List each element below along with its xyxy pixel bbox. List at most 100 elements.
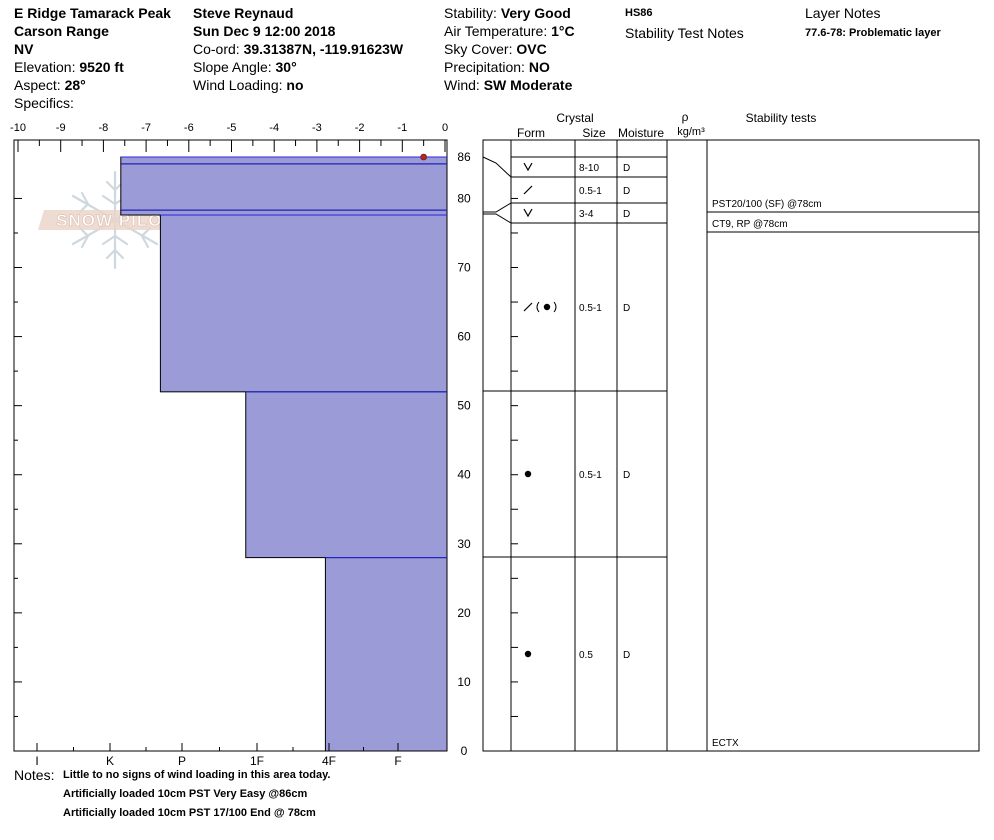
header-hs: HS86 Stability Test Notes <box>625 4 744 42</box>
table-frame <box>482 139 980 752</box>
moisture-value: D <box>623 209 630 220</box>
moisture-value: D <box>623 163 630 174</box>
size-header: Size <box>582 126 606 140</box>
crystal-size: 0.5 <box>579 650 593 661</box>
crystal-form-icon <box>523 185 533 195</box>
round-grain-icon <box>524 470 532 478</box>
elevation-value: 9520 ft <box>79 59 124 75</box>
density-unit-header: kg/m³ <box>677 126 705 138</box>
temp-tick-label: -7 <box>141 122 151 134</box>
precip-value: NO <box>528 59 550 75</box>
temp-tick-label: -9 <box>56 122 66 134</box>
moisture-value: D <box>623 650 630 661</box>
round-grain-icon <box>543 303 551 311</box>
stability-test-notes-title: Stability Test Notes <box>625 25 744 41</box>
specifics-label: Specifics: <box>14 95 74 111</box>
temp-tick-label: -5 <box>227 122 237 134</box>
temp-tick-label: -1 <box>397 122 407 134</box>
slash-symbol-icon <box>523 185 533 195</box>
hardness-bar <box>120 163 448 211</box>
stability-test-label: PST20/100 (SF) @78cm <box>712 199 822 210</box>
depth-tick-label: 80 <box>457 191 471 205</box>
hardness-label: 4F <box>322 754 336 768</box>
header-middle: Steve Reynaud Sun Dec 9 12:00 2018 Co-or… <box>193 4 403 94</box>
sky-value: OVC <box>516 41 547 57</box>
logo-text: SNOW PILOT <box>56 211 174 230</box>
temp-tick-label: -3 <box>312 122 322 134</box>
hardness-bar <box>120 209 448 216</box>
hardness-bar <box>159 214 448 393</box>
hardness-label: P <box>178 754 186 768</box>
air-temp-label: Air Temperature: <box>444 23 552 39</box>
temp-tick-label: -2 <box>355 122 365 134</box>
depth-tick-label: 70 <box>457 261 471 275</box>
aspect-value: 28° <box>64 77 86 93</box>
header-left: E Ridge Tamarack Peak Carson Range NV El… <box>14 4 171 112</box>
temp-tick-label: -8 <box>99 122 109 134</box>
range: Carson Range <box>14 23 109 39</box>
slash-symbol-icon <box>523 302 533 312</box>
v-symbol-icon <box>523 162 533 172</box>
sky-label: Sky Cover: <box>444 41 517 57</box>
temperature-axis: -10 -9 -8 -7 -6 -5 -4 -3 -2 -1 0 <box>10 122 448 152</box>
depth-tick-label: 50 <box>457 399 471 413</box>
paren-symbol-icon <box>553 301 557 313</box>
hardness-label: I <box>35 754 38 768</box>
note-line: Artificially loaded 10cm PST Very Easy @… <box>63 788 308 800</box>
round-grain-icon <box>524 650 532 658</box>
crystal-form-icon <box>523 208 533 218</box>
note-line: Little to no signs of wind loading in th… <box>63 769 331 781</box>
layer-table <box>482 139 980 752</box>
depth-tick-label: 0 <box>461 744 468 758</box>
stability-test-entries: PST20/100 (SF) @78cm CT9, RP @78cm ECTX <box>707 199 979 749</box>
notes-label: Notes: <box>14 767 55 783</box>
temperature-points <box>420 153 427 161</box>
stability-test-label: CT9, RP @78cm <box>712 219 788 230</box>
moisture-value: D <box>623 303 630 314</box>
datetime: Sun Dec 9 12:00 2018 <box>193 23 336 39</box>
air-temp-value: 1°C <box>551 23 575 39</box>
crystal-size: 3-4 <box>579 209 594 220</box>
layer-notes-title: Layer Notes <box>805 5 881 21</box>
temp-tick-label: 0 <box>442 122 448 134</box>
depth-tick-label: 40 <box>457 468 471 482</box>
coord-value: 39.31387N, -119.91623W <box>243 41 404 57</box>
wind-loading-label: Wind Loading: <box>193 77 287 93</box>
depth-axis: 86 80 70 60 50 40 30 20 10 0 <box>14 150 518 758</box>
crystal-header: Crystal <box>556 111 593 125</box>
crystal-form-icon <box>523 162 533 172</box>
stability-tests-header: Stability tests <box>746 111 817 125</box>
moisture-value: D <box>623 470 630 481</box>
location: E Ridge Tamarack Peak <box>14 5 171 21</box>
moisture-header: Moisture <box>618 126 664 140</box>
row-connector <box>483 213 512 224</box>
wind-value: SW Moderate <box>483 77 573 93</box>
crystal-size: 0.5-1 <box>579 186 602 197</box>
crystal-size: 0.5-1 <box>579 303 602 314</box>
precip-label: Precipitation: <box>444 59 529 75</box>
crystal-size: 0.5-1 <box>579 470 602 481</box>
state: NV <box>14 41 34 57</box>
wind-label: Wind: <box>444 77 484 93</box>
depth-tick-label: 30 <box>457 537 471 551</box>
slope-label: Slope Angle: <box>193 59 276 75</box>
table-rows: 8-10 D 0.5-1 D 3-4 D 0.5-1 D 0.5-1 D 0.5 D <box>482 156 667 661</box>
crystal-form-icon <box>524 470 532 478</box>
moisture-value: D <box>623 186 630 197</box>
hs-value: HS86 <box>625 7 653 19</box>
stability-label: Stability: <box>444 5 501 21</box>
aspect-label: Aspect: <box>14 77 65 93</box>
stability-value: Very Good <box>500 5 571 21</box>
hardness-bar <box>120 156 448 165</box>
paren-symbol-icon <box>536 301 540 313</box>
temp-tick-label: -6 <box>184 122 194 134</box>
hardness-label: K <box>106 754 114 768</box>
slope-value: 30° <box>275 59 297 75</box>
row-connector <box>483 202 512 213</box>
depth-tick-label: 20 <box>457 606 471 620</box>
hardness-bars <box>120 156 448 752</box>
form-header: Form <box>517 126 545 140</box>
temperature-point <box>420 153 427 161</box>
hardness-label: F <box>394 754 401 768</box>
